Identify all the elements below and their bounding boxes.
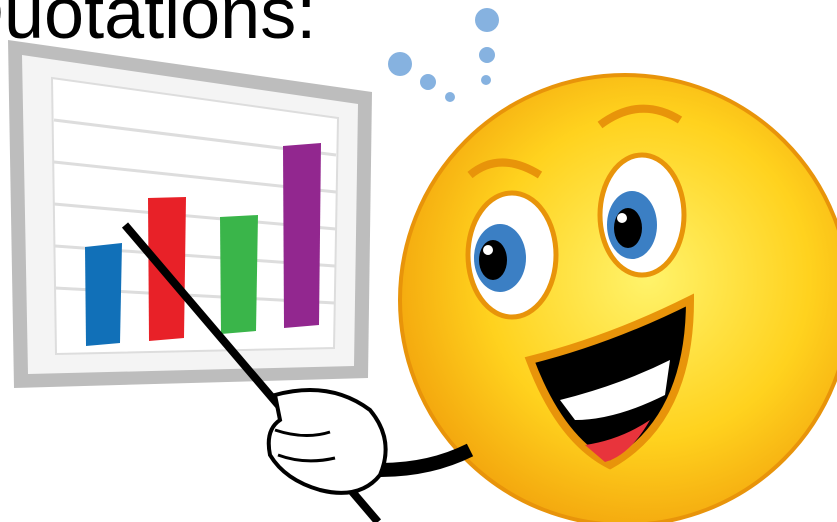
thought-bubbles (388, 8, 499, 102)
clipart: Quotations: (0, 0, 837, 522)
whiteboard (8, 40, 372, 388)
